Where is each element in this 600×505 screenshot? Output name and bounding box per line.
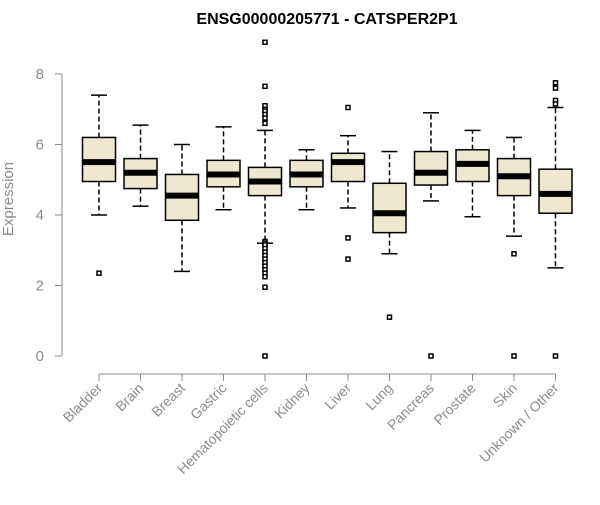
box-gastric [206,126,241,211]
category-label: Bladder [60,380,106,426]
outlier-point [511,353,517,359]
outlier-point [96,270,102,276]
category-label: Skin [490,380,521,411]
y-tick-label: 2 [36,278,44,295]
outlier-point [262,273,268,280]
y-tick-label: 8 [36,66,44,83]
box-breast [164,143,200,273]
box-skin [496,136,532,359]
category-label: Unknown / Other [476,380,562,466]
box-hematopoietic-cells [247,39,283,359]
box-kidney [289,149,324,211]
y-axis-label: Expression [0,162,17,236]
box-unknown-other [538,80,573,359]
outlier-point [262,353,268,359]
outlier-point [262,39,268,46]
outlier-point [345,235,351,241]
box-bladder [81,94,117,276]
outlier-point [552,353,559,359]
box-iqr [330,152,366,183]
outlier-point [262,284,268,291]
category-label: Liver [321,380,354,413]
outlier-point [262,115,268,121]
boxes [81,39,573,359]
outlier-point [345,104,351,111]
outlier-point [511,251,517,257]
category-label: Brain [112,380,146,414]
outlier-point [552,80,559,86]
box-prostate [455,129,490,218]
box-iqr [372,182,407,234]
y-tick-label: 4 [36,207,44,224]
y-tick-label: 6 [36,137,44,154]
outlier-point [552,85,559,91]
outlier-point [386,314,393,320]
box-pancreas [413,112,449,359]
category-label: Kidney [271,380,313,422]
outlier-point [262,83,268,90]
category-label: Prostate [430,380,478,428]
y-axis-ticks: 0 2 4 6 8 [36,66,62,365]
outlier-point [345,256,351,262]
box-iqr [413,150,449,186]
box-brain [123,124,158,207]
category-label: Lung [362,380,395,413]
chart-title: ENSG00000205771 - CATSPER2P1 [196,11,457,28]
outlier-point [552,101,559,107]
outlier-point [262,120,268,127]
box-liver [330,104,366,262]
outlier-point [428,353,434,359]
y-tick-label: 0 [36,348,44,365]
category-label: Breast [148,380,188,420]
box-lung [372,150,407,320]
